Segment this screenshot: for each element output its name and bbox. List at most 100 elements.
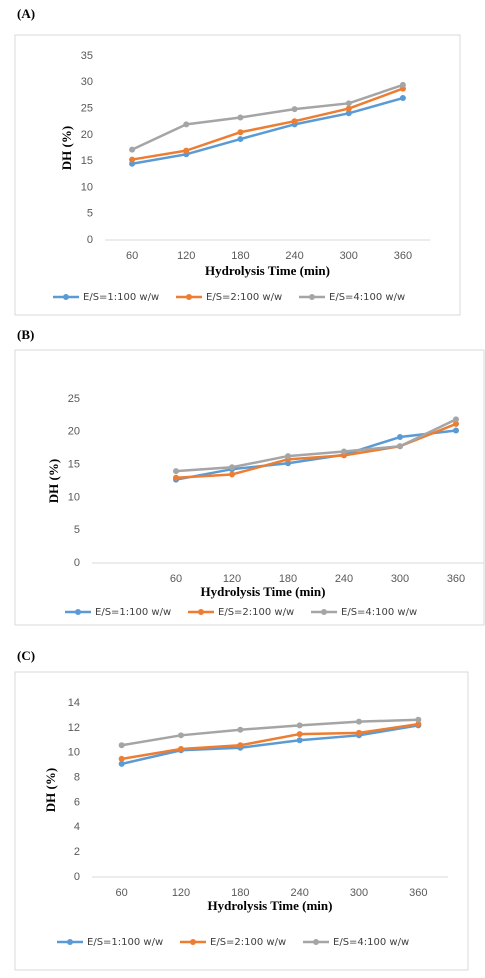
y-tick-label: 5 [74, 524, 80, 536]
legend-label: E/S=2:100 w/w [210, 937, 286, 948]
legend-label: E/S=4:100 w/w [333, 937, 409, 948]
x-tick-label: 60 [116, 887, 128, 899]
legend-marker [309, 294, 315, 300]
x-tick-label: 120 [223, 573, 241, 585]
x-tick-label: 240 [290, 887, 308, 899]
legend-label: E/S=1:100 w/w [87, 937, 163, 948]
chart-title: (B) [17, 327, 34, 342]
data-point [356, 718, 362, 725]
x-tick-label: 180 [231, 250, 249, 262]
y-tick-label: 10 [68, 747, 80, 759]
data-point [296, 722, 303, 729]
y-axis-label: DH (%) [43, 768, 58, 812]
series-line [131, 83, 404, 151]
y-tick-label: 15 [81, 155, 93, 167]
legend-marker [321, 609, 327, 615]
series-line [175, 422, 457, 479]
data-point [183, 147, 190, 154]
data-point [345, 105, 352, 112]
data-point [118, 742, 125, 749]
series-line [175, 429, 457, 481]
legend-label: E/S=2:100 w/w [206, 292, 282, 303]
legend-marker [198, 609, 204, 615]
data-point [237, 726, 244, 733]
y-tick-label: 30 [81, 76, 93, 88]
x-axis-label: Hydrolysis Time (min) [208, 898, 333, 913]
series-line [121, 718, 419, 747]
data-point [296, 731, 303, 738]
data-point [397, 443, 403, 450]
y-tick-label: 2 [74, 846, 80, 858]
y-tick-label: 25 [81, 102, 93, 114]
series-line [121, 724, 419, 766]
x-tick-label: 120 [172, 887, 190, 899]
data-point [453, 427, 459, 434]
legend-marker [67, 939, 73, 945]
chart-title: (A) [17, 6, 35, 21]
x-axis-label: Hydrolysis Time (min) [205, 263, 330, 278]
x-tick-label: 360 [447, 573, 465, 585]
data-point [341, 448, 347, 455]
data-point [399, 81, 406, 88]
y-tick-label: 0 [74, 557, 80, 569]
chart-frame [14, 671, 469, 971]
y-tick-label: 25 [68, 393, 80, 405]
data-point [178, 745, 184, 752]
x-tick-label: 360 [409, 887, 427, 899]
data-point [291, 118, 298, 125]
legend-marker [75, 609, 81, 615]
x-tick-label: 60 [126, 250, 138, 262]
legend-marker [186, 294, 192, 300]
data-point [129, 160, 136, 167]
data-point [229, 464, 235, 471]
data-point [237, 136, 244, 143]
data-point [118, 760, 125, 767]
y-tick-label: 4 [74, 821, 80, 833]
data-point [415, 721, 422, 728]
x-tick-label: 300 [340, 250, 358, 262]
y-axis-label: DH (%) [46, 459, 61, 503]
data-point [453, 420, 459, 427]
legend-label: E/S=4:100 w/w [341, 607, 417, 618]
legend-label: E/S=1:100 w/w [95, 607, 171, 618]
y-tick-label: 20 [68, 426, 80, 438]
series-line [121, 722, 419, 761]
data-point [229, 471, 235, 478]
data-point [397, 434, 403, 441]
data-point [237, 114, 244, 121]
data-point [296, 737, 303, 744]
x-tick-label: 300 [391, 573, 409, 585]
legend-label: E/S=2:100 w/w [218, 607, 294, 618]
chart-title: (C) [17, 648, 35, 663]
legend-label: E/S=1:100 w/w [83, 292, 159, 303]
x-tick-label: 240 [335, 573, 353, 585]
x-tick-label: 360 [394, 250, 412, 262]
x-tick-label: 240 [285, 250, 303, 262]
data-point [173, 468, 179, 475]
series-line [131, 96, 404, 166]
data-point [173, 474, 179, 481]
data-point [129, 146, 136, 153]
x-tick-label: 180 [231, 887, 249, 899]
chart-frame [14, 34, 461, 316]
data-point [129, 156, 136, 163]
legend-marker [313, 939, 319, 945]
series-line [131, 87, 404, 161]
y-tick-label: 5 [87, 208, 93, 220]
data-point [291, 106, 298, 113]
y-tick-label: 0 [74, 871, 80, 883]
y-axis-label: DH (%) [59, 126, 74, 170]
y-tick-label: 35 [81, 50, 93, 62]
data-point [183, 121, 190, 128]
legend-marker [63, 294, 69, 300]
chart-frame [14, 349, 485, 626]
y-tick-label: 6 [74, 796, 80, 808]
y-tick-label: 8 [74, 771, 80, 783]
data-point [118, 755, 125, 762]
x-tick-label: 180 [279, 573, 297, 585]
data-point [415, 716, 422, 723]
data-point [345, 100, 352, 107]
y-tick-label: 10 [68, 491, 80, 503]
